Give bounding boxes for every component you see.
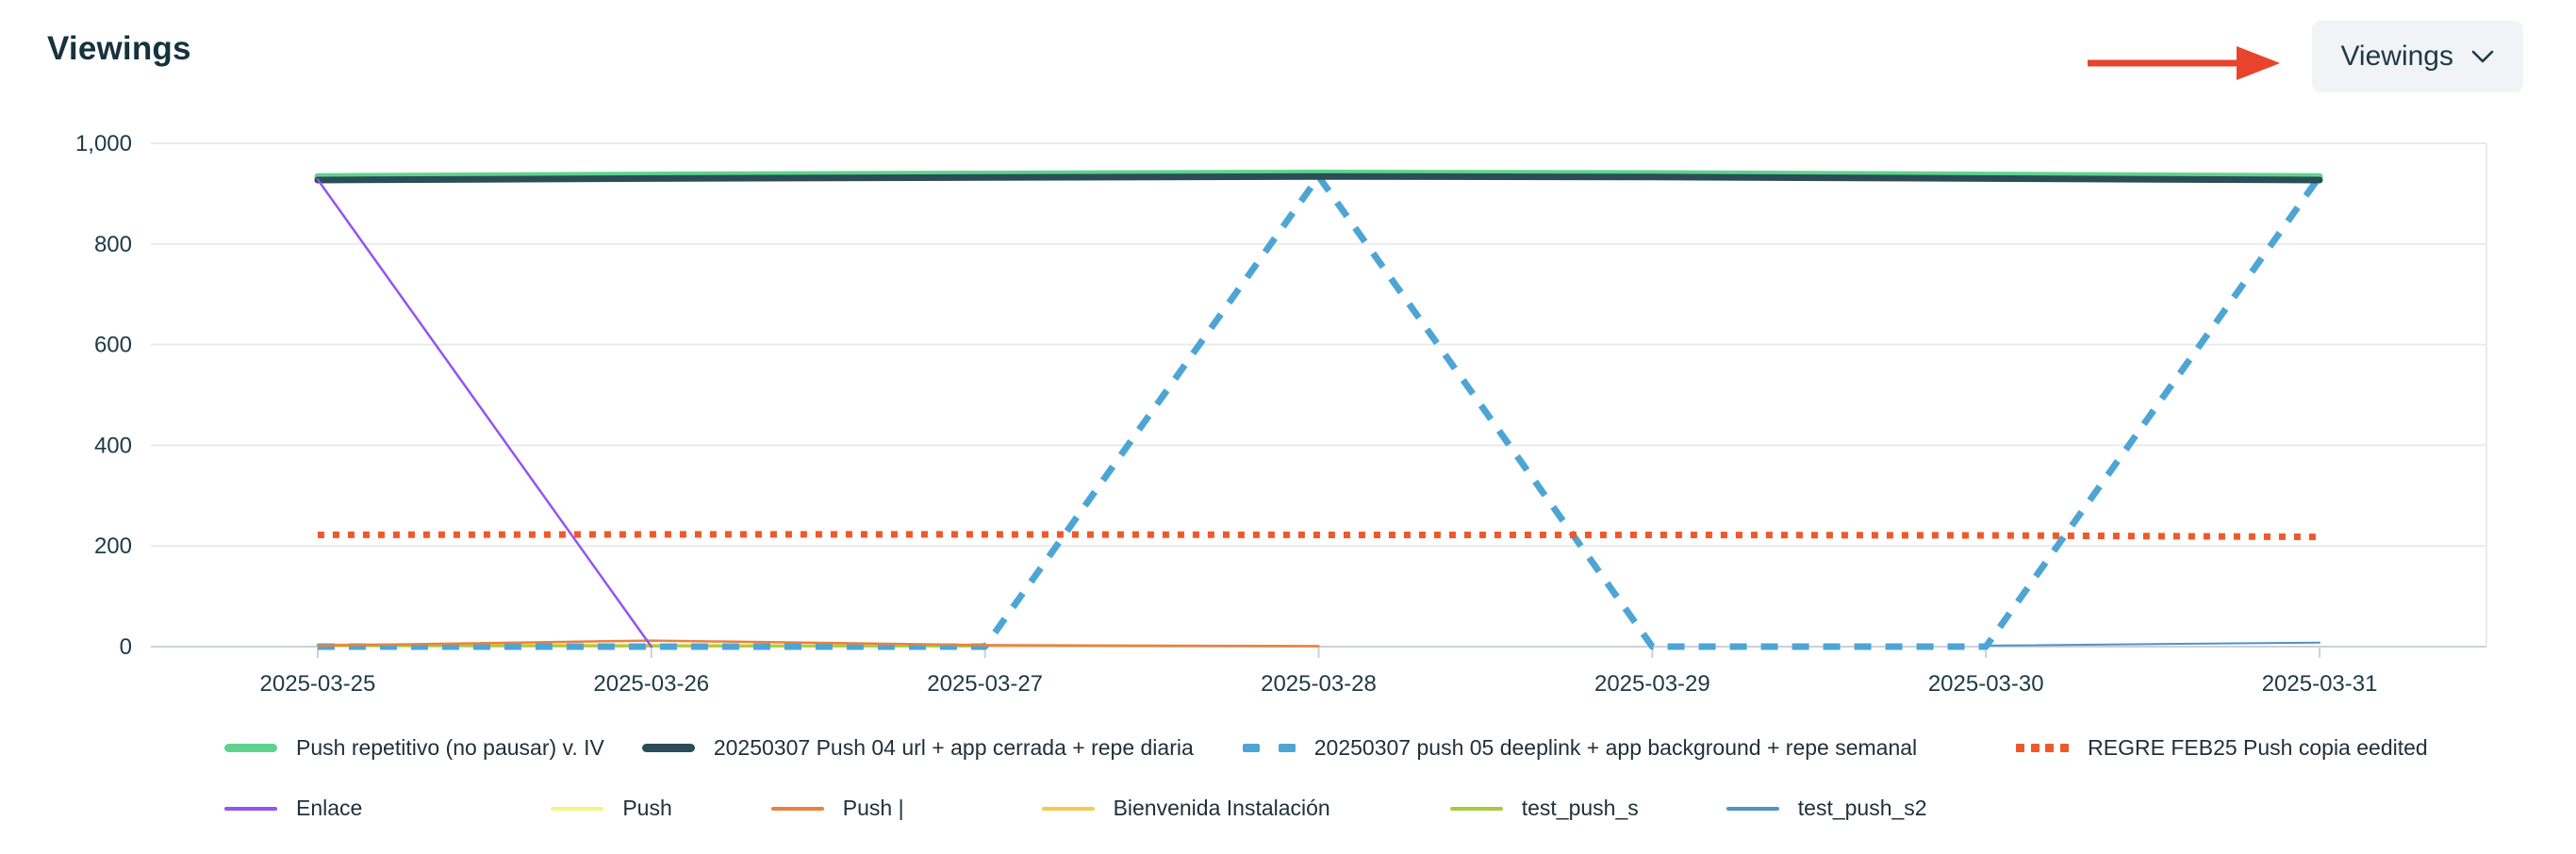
- legend-item-label: Bienvenida Instalación: [1113, 796, 1330, 820]
- legend-item-label: Enlace: [296, 796, 363, 820]
- legend-item-label: test_push_s2: [1797, 796, 1927, 820]
- legend-item-label: REGRE FEB25 Push copia eedited: [2088, 735, 2428, 760]
- x-tick-label: 2025-03-30: [1928, 671, 2044, 697]
- legend-swatch-icon: [1041, 806, 1095, 811]
- legend-item[interactable]: Push |: [770, 796, 904, 821]
- x-tick-label: 2025-03-29: [1594, 671, 1710, 697]
- series-line: [314, 172, 2323, 184]
- legend-item[interactable]: test_push_s: [1449, 796, 1639, 821]
- x-tick-label: 2025-03-27: [927, 671, 1043, 697]
- y-tick-label: 600: [94, 333, 132, 358]
- y-tick-label: 0: [120, 634, 132, 660]
- legend-swatch-icon: [224, 744, 277, 752]
- legend-item-label: Push |: [842, 796, 904, 820]
- y-tick-label: 400: [94, 433, 132, 458]
- legend-item[interactable]: Push: [551, 796, 672, 821]
- legend-item[interactable]: 20250307 Push 04 url + app cerrada + rep…: [641, 735, 1194, 761]
- legend-swatch-icon: [224, 806, 277, 811]
- legend-swatch-icon: [2016, 744, 2070, 752]
- series-line: [317, 531, 2320, 541]
- chart-legend-row-1: Push repetitivo (no pausar) v. IV 2025030…: [224, 735, 2428, 761]
- legend-item[interactable]: Enlace: [224, 796, 362, 821]
- series-line: [1985, 641, 2321, 647]
- legend-item-label: Push repetitivo (no pausar) v. IV: [296, 735, 604, 760]
- legend-swatch-icon: [1242, 744, 1296, 752]
- chart-legend-row-2: Enlace Push Push | Bienvenida Instalación te…: [224, 796, 1927, 821]
- legend-swatch-icon: [641, 744, 695, 752]
- x-tick-label: 2025-03-26: [593, 671, 709, 697]
- y-tick-label: 800: [94, 232, 132, 257]
- y-tick-label: 1,000: [75, 131, 132, 156]
- page-title: Viewings: [47, 30, 191, 67]
- x-tick-label: 2025-03-31: [2262, 671, 2378, 697]
- legend-swatch-icon: [551, 806, 604, 811]
- legend-item[interactable]: Push repetitivo (no pausar) v. IV: [224, 735, 604, 761]
- legend-swatch-icon: [1449, 806, 1503, 811]
- legend-item-label: Push: [622, 796, 672, 820]
- series-line: [316, 639, 1320, 648]
- chevron-down-icon: [2470, 48, 2495, 65]
- legend-item-label: test_push_s: [1521, 796, 1639, 820]
- legend-item[interactable]: REGRE FEB25 Push copia eedited: [2016, 735, 2428, 761]
- metric-dropdown-label: Viewings: [2340, 41, 2453, 72]
- series-line: [317, 172, 2322, 650]
- x-tick-label: 2025-03-28: [1261, 671, 1377, 697]
- x-tick-label: 2025-03-25: [260, 671, 376, 697]
- legend-swatch-icon: [770, 806, 824, 811]
- legend-item[interactable]: Bienvenida Instalación: [1041, 796, 1330, 821]
- y-tick-label: 200: [94, 534, 132, 559]
- legend-item-label: 20250307 push 05 deeplink + app backgrou…: [1313, 735, 1918, 760]
- metric-dropdown-button[interactable]: Viewings: [2312, 21, 2523, 92]
- annotation-arrow-icon: [2088, 46, 2280, 80]
- series-line: [314, 170, 2323, 180]
- legend-item-label: 20250307 Push 04 url + app cerrada + rep…: [713, 735, 1194, 760]
- series-line: [316, 178, 653, 649]
- legend-item[interactable]: 20250307 push 05 deeplink + app backgrou…: [1242, 735, 1918, 761]
- legend-item[interactable]: test_push_s2: [1726, 796, 1927, 821]
- legend-swatch-icon: [1726, 806, 1779, 811]
